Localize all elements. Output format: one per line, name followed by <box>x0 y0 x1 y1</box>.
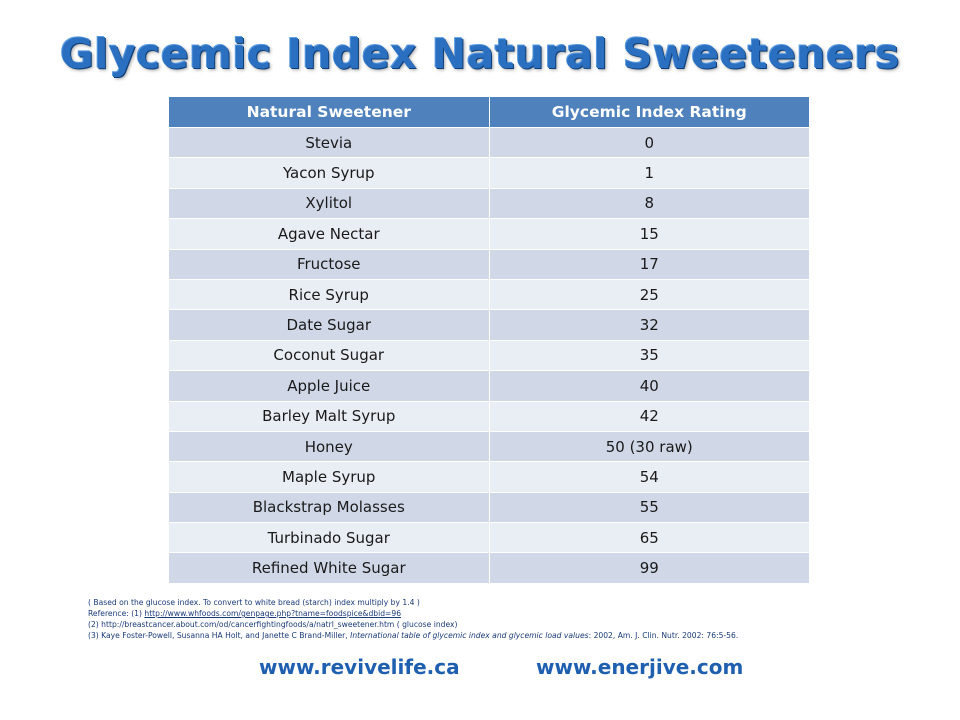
table-row: Date Sugar 32 <box>169 309 809 341</box>
gi-rating-cell: 17 <box>489 249 809 280</box>
table-header-row: Natural Sweetener Glycemic Index Rating <box>169 97 809 128</box>
revivelife-website-link[interactable]: www.revivelife.ca <box>259 655 460 679</box>
reference-line-1: Reference: (1) http://www.whfoods.com/ge… <box>88 608 888 619</box>
sweetener-cell: Fructose <box>169 249 490 280</box>
reference-notes: ( Based on the glucose index. To convert… <box>88 597 888 641</box>
whfoods-reference-link[interactable]: http://www.whfoods.com/genpage.php?tname… <box>144 609 402 618</box>
gi-rating-cell: 55 <box>489 492 809 524</box>
sweetener-cell: Turbinado Sugar <box>169 522 490 554</box>
reference-line-3: (3) Kaye Foster-Powell, Susanna HA Holt,… <box>88 630 888 641</box>
sweetener-cell: Date Sugar <box>169 309 490 341</box>
sweetener-cell: Stevia <box>169 127 490 159</box>
glycemic-index-table: Natural Sweetener Glycemic Index Rating … <box>169 97 809 584</box>
table-row: Yacon Syrup 1 <box>169 157 809 189</box>
reference-authors: (3) Kaye Foster-Powell, Susanna HA Holt,… <box>88 631 351 640</box>
sweetener-cell: Honey <box>169 431 490 463</box>
column-header-gi-rating: Glycemic Index Rating <box>489 97 809 128</box>
sweetener-cell: Xylitol <box>169 188 490 220</box>
table-row: Barley Malt Syrup 42 <box>169 401 809 432</box>
gi-rating-cell: 99 <box>489 552 809 584</box>
reference-publication-title: International table of glycemic index an… <box>350 631 589 640</box>
table-row: Coconut Sugar 35 <box>169 340 809 372</box>
gi-rating-cell: 0 <box>489 127 809 159</box>
sweetener-cell: Apple Juice <box>169 370 490 402</box>
table-row: Honey 50 (30 raw) <box>169 431 809 463</box>
table-row: Turbinado Sugar 65 <box>169 522 809 554</box>
table-body: Stevia 0 Yacon Syrup 1 Xylitol 8 Agave Nect… <box>169 127 809 584</box>
sweetener-cell: Rice Syrup <box>169 279 490 311</box>
reference-line-2: (2) http://breastcancer.about.com/od/can… <box>88 620 458 629</box>
table-row: Agave Nectar 15 <box>169 218 809 250</box>
sweetener-cell: Refined White Sugar <box>169 552 490 584</box>
table-row: Refined White Sugar 99 <box>169 552 809 584</box>
page-title: Glycemic Index Natural Sweeteners <box>60 30 900 78</box>
gi-rating-cell: 15 <box>489 218 809 250</box>
table-row: Apple Juice 40 <box>169 370 809 402</box>
sweetener-cell: Maple Syrup <box>169 461 490 493</box>
gi-rating-cell: 42 <box>489 401 809 432</box>
gi-rating-cell: 32 <box>489 309 809 341</box>
table-row: Rice Syrup 25 <box>169 279 809 311</box>
table-row: Maple Syrup 54 <box>169 461 809 493</box>
column-header-sweetener: Natural Sweetener <box>169 97 490 128</box>
enerjive-website-link[interactable]: www.enerjive.com <box>536 655 744 679</box>
gi-rating-cell: 1 <box>489 157 809 189</box>
sweetener-cell: Agave Nectar <box>169 218 490 250</box>
gi-rating-cell: 8 <box>489 188 809 220</box>
gi-rating-cell: 35 <box>489 340 809 372</box>
sweetener-cell: Coconut Sugar <box>169 340 490 372</box>
reference-prefix: Reference: (1) <box>88 609 145 618</box>
sweetener-cell: Barley Malt Syrup <box>169 401 490 432</box>
sweetener-cell: Yacon Syrup <box>169 157 490 189</box>
gi-rating-cell: 54 <box>489 461 809 493</box>
table-row: Blackstrap Molasses 55 <box>169 492 809 524</box>
table-row: Xylitol 8 <box>169 188 809 220</box>
table-row: Fructose 17 <box>169 249 809 280</box>
gi-rating-cell: 40 <box>489 370 809 402</box>
gi-rating-cell: 25 <box>489 279 809 311</box>
sweetener-cell: Blackstrap Molasses <box>169 492 490 524</box>
gi-rating-cell: 50 (30 raw) <box>489 431 809 463</box>
glucose-index-note: ( Based on the glucose index. To convert… <box>88 598 420 607</box>
gi-rating-cell: 65 <box>489 522 809 554</box>
reference-journal: : 2002, Am. J. Clin. Nutr. 2002: 76:5-56… <box>588 631 739 640</box>
table-row: Stevia 0 <box>169 127 809 159</box>
